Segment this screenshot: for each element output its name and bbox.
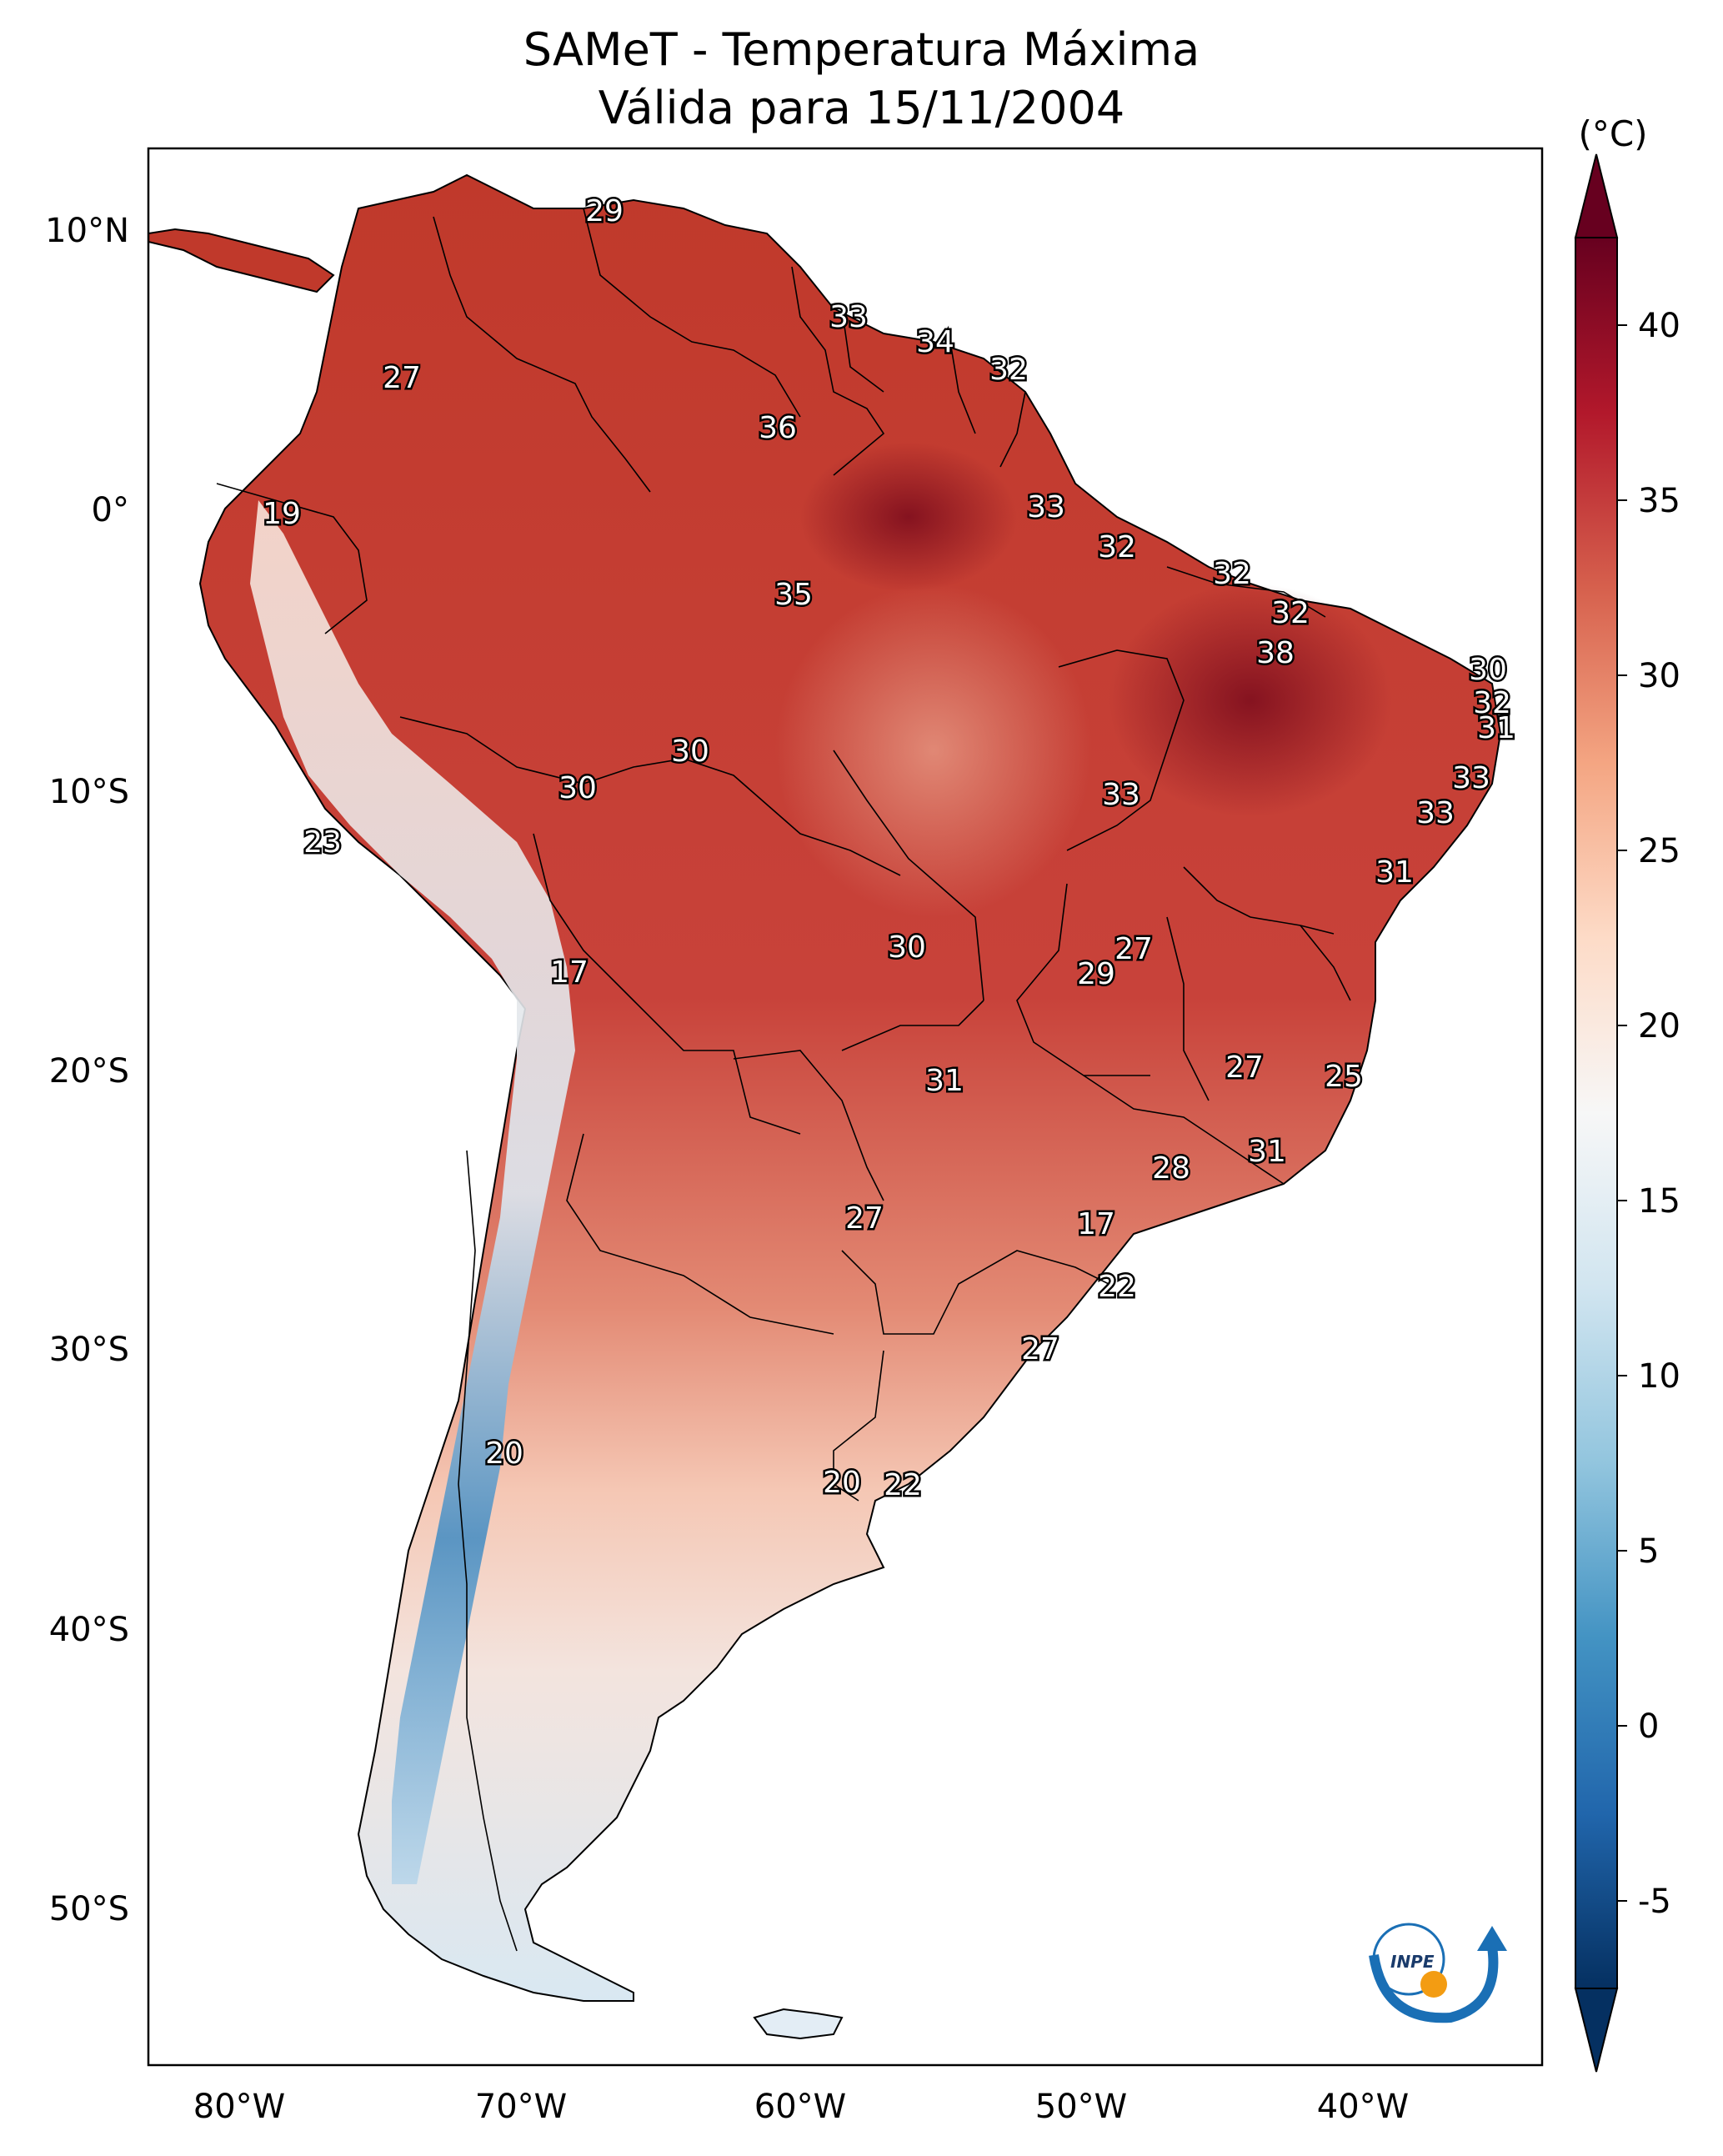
y-tick-label: 40°S	[49, 1611, 129, 1649]
station-temperature-label: 22	[1098, 1270, 1136, 1304]
colorbar-tick-label: 25	[1638, 832, 1680, 870]
station-temperature-label: 30	[671, 735, 709, 769]
y-tick-label: 50°S	[49, 1890, 129, 1928]
x-tick-label: 60°W	[754, 2088, 846, 2126]
station-temperature-label: 22	[884, 1468, 922, 1502]
station-temperature-label: 27	[1021, 1332, 1059, 1366]
colorbar-tick-label: 5	[1638, 1532, 1659, 1571]
station-temperature-label: 33	[829, 300, 868, 334]
station-temperature-label: 17	[550, 955, 589, 990]
logo-dot	[1420, 1971, 1447, 1998]
colorbar-unit-label: (°C)	[1578, 113, 1647, 154]
mild-region-central	[775, 584, 1092, 917]
station-temperature-label: 17	[1077, 1207, 1115, 1241]
central-america-strip	[148, 228, 335, 293]
station-temperature-label: 28	[1152, 1151, 1190, 1186]
falkland-islands	[753, 2008, 844, 2040]
station-temperature-label: 20	[823, 1466, 861, 1500]
colorbar-tick-label: -5	[1638, 1883, 1671, 1921]
x-axis-ticks: 80°W 70°W 60°W 50°W 40°W	[193, 2088, 1409, 2126]
x-tick-label: 50°W	[1035, 2088, 1127, 2126]
station-temperature-label: 31	[1248, 1135, 1286, 1169]
colorbar-tick-label: 35	[1638, 482, 1680, 520]
x-tick-label: 70°W	[475, 2088, 567, 2126]
station-temperature-label: 23	[303, 825, 342, 860]
station-temperature-label: 32	[1098, 530, 1136, 564]
colorbar-tick-label: 15	[1638, 1182, 1680, 1221]
station-temperature-label: 33	[1102, 778, 1140, 812]
map-title: SAMeT - Temperatura Máxima	[523, 23, 1200, 76]
station-temperature-label: 20	[485, 1436, 523, 1471]
station-temperature-label: 31	[1375, 855, 1414, 890]
y-tick-label: 10°N	[45, 212, 129, 250]
station-temperature-label: 34	[916, 325, 954, 359]
hot-region-northeast	[1109, 584, 1392, 817]
logo-arc	[1369, 1946, 1499, 2023]
colorbar-tick-label: 40	[1638, 307, 1680, 345]
station-temperature-label: 25	[1325, 1060, 1363, 1094]
station-temperature-label: 31	[925, 1064, 964, 1098]
colorbar-bottom-arrow	[1574, 1988, 1619, 2073]
station-temperature-label: 32	[1213, 557, 1251, 591]
station-temperature-label: 33	[1027, 490, 1065, 524]
inpe-logo: INPE	[1369, 1923, 1507, 2023]
y-axis-ticks: 10°N 0° 10°S 20°S 30°S 40°S 50°S	[45, 212, 129, 1928]
logo-arrow-icon	[1477, 1926, 1507, 1951]
colorbar-ticks: 40 35 30 25 20 15 10 5 0 -5	[1617, 307, 1680, 1921]
station-temperature-label: 36	[759, 411, 797, 445]
station-temperature-label: 35	[774, 578, 813, 612]
y-tick-label: 30°S	[49, 1331, 129, 1369]
colorbar-gradient	[1575, 237, 1618, 1989]
station-temperature-label: 29	[1077, 957, 1115, 991]
y-tick-label: 0°	[92, 491, 129, 529]
y-tick-label: 20°S	[49, 1052, 129, 1091]
andes-cold-strip	[250, 500, 575, 1884]
y-tick-label: 10°S	[49, 773, 129, 811]
station-temperature-label: 32	[1271, 596, 1310, 630]
station-temperature-label: 33	[1416, 796, 1455, 830]
colorbar-top-arrow	[1574, 153, 1619, 238]
station-temperature-label: 33	[1452, 761, 1490, 795]
station-temperature-label: 30	[1469, 653, 1507, 687]
station-temperature-label: 30	[558, 771, 597, 805]
map-frame	[147, 147, 1544, 2067]
colorbar-tick-label: 0	[1638, 1707, 1659, 1746]
map-subtitle: Válida para 15/11/2004	[598, 82, 1125, 134]
station-temperature-label: 27	[383, 361, 421, 395]
colorbar-tick-label: 20	[1638, 1007, 1680, 1045]
station-temperature-label: 27	[1114, 932, 1153, 966]
station-temperature-label: 38	[1256, 636, 1295, 670]
logo-text: INPE	[1390, 1952, 1435, 1972]
station-temperature-label: 30	[888, 930, 926, 965]
station-temperature-label: 32	[1473, 686, 1511, 720]
colorbar: (°C) 40 35 30 25 20 15 10 5 0 -5	[1574, 113, 1680, 2073]
colorbar-tick-label: 30	[1638, 657, 1680, 695]
colorbar-tick-label: 10	[1638, 1357, 1680, 1396]
x-tick-label: 80°W	[193, 2088, 285, 2126]
logo-ring	[1372, 1923, 1445, 1996]
station-temperature-label: 27	[1225, 1050, 1264, 1085]
station-temperature-label: 31	[1477, 711, 1515, 745]
station-temperature-label: 19	[263, 497, 301, 531]
country-borders	[216, 208, 1351, 1952]
x-tick-label: 40°W	[1317, 2088, 1409, 2126]
station-temperature-label: 27	[845, 1201, 884, 1236]
hot-region-amazon	[800, 442, 1017, 592]
station-temperature-label: 29	[585, 194, 624, 228]
station-temperature-label: 32	[989, 353, 1028, 387]
